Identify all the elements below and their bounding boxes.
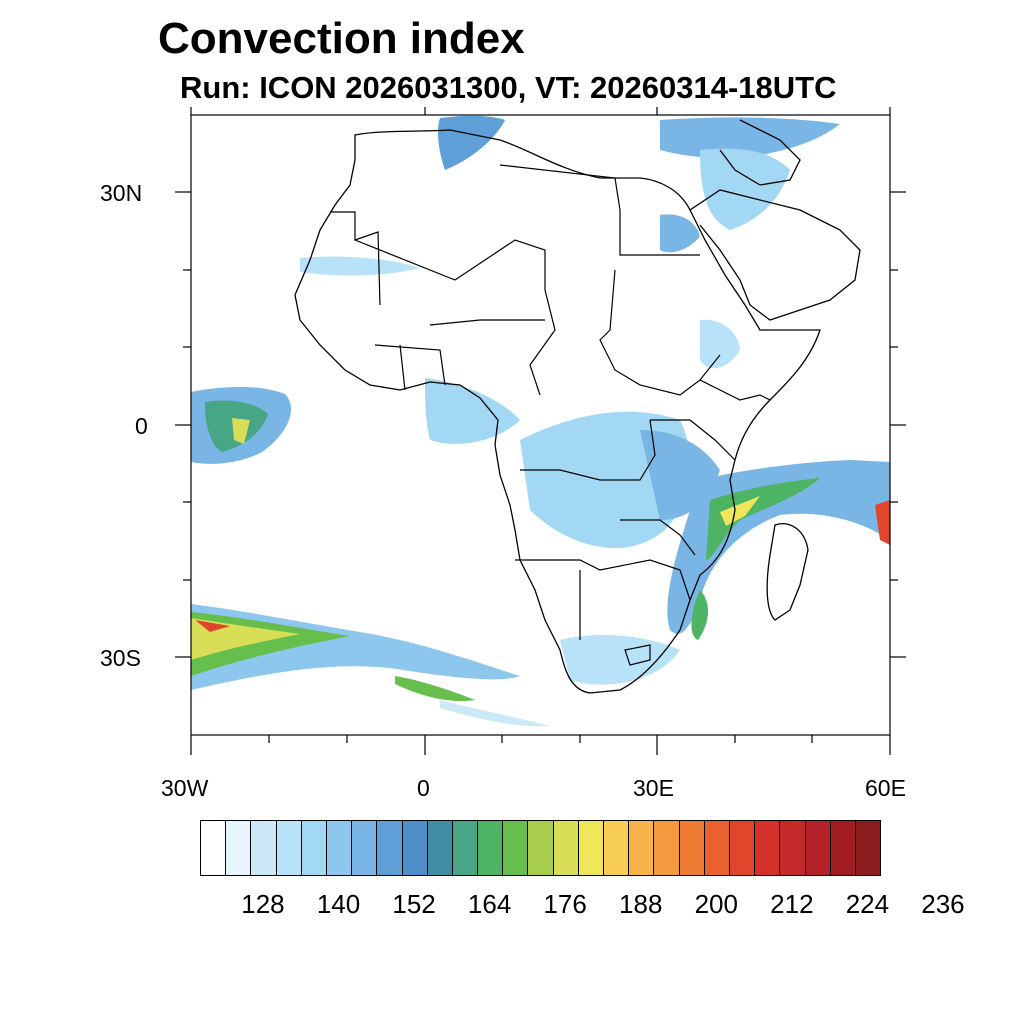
colorbar-box	[654, 821, 680, 875]
colorbar-box	[427, 821, 453, 875]
convection-field	[191, 115, 890, 727]
lon-label-0: 0	[417, 775, 430, 801]
lon-label-30e: 30E	[633, 775, 674, 801]
colorbar-box	[755, 821, 781, 875]
colorbar-tick-label: 188	[619, 889, 663, 919]
colorbar-box	[377, 821, 403, 875]
colorbar-box	[352, 821, 378, 875]
colorbar-box	[830, 821, 856, 875]
colorbar-box	[704, 821, 730, 875]
lon-label-60e: 60E	[865, 775, 906, 801]
colorbar-tick-label: 200	[694, 889, 738, 919]
colorbar-box	[452, 821, 479, 875]
colorbar-box	[629, 821, 655, 875]
colorbar	[200, 820, 882, 876]
lat-label-0: 0	[135, 413, 148, 439]
colorbar-box	[276, 821, 302, 875]
colorbar-box	[251, 821, 277, 875]
colorbar-box	[604, 821, 630, 875]
colorbar-box	[402, 821, 428, 875]
lon-label-30w: 30W	[161, 775, 209, 801]
colorbar-box	[679, 821, 705, 875]
colorbar-box	[201, 821, 227, 875]
colorbar-box	[326, 821, 353, 875]
colorbar-tick-label: 212	[770, 889, 814, 919]
colorbar-box	[855, 821, 882, 875]
colorbar-box	[553, 821, 579, 875]
colorbar-box	[301, 821, 327, 875]
colorbar-tick-label: 236	[921, 889, 965, 919]
chart-subtitle: Run: ICON 2026031300, VT: 20260314-18UTC	[180, 70, 837, 105]
colorbar-box	[503, 821, 529, 875]
colorbar-box	[805, 821, 831, 875]
chart-title: Convection index	[158, 14, 525, 63]
lat-label-30s: 30S	[100, 645, 141, 671]
colorbar-tick-label: 152	[392, 889, 436, 919]
axis-ticks	[175, 107, 906, 755]
colorbar-box	[729, 821, 756, 875]
colorbar-box	[578, 821, 604, 875]
colorbar-tick-label: 176	[543, 889, 587, 919]
colorbar-box	[528, 821, 554, 875]
country-borders	[330, 164, 771, 666]
colorbar-box	[478, 821, 504, 875]
colorbar-tick-label: 128	[241, 889, 285, 919]
colorbar-box	[780, 821, 806, 875]
colorbar-box	[226, 821, 252, 875]
lat-label-30n: 30N	[100, 180, 143, 206]
colorbar-tick-label: 224	[845, 889, 890, 919]
colorbar-tick-label: 140	[316, 889, 361, 919]
colorbar-tick-label: 164	[467, 889, 512, 919]
africa-coastline	[294, 119, 861, 694]
